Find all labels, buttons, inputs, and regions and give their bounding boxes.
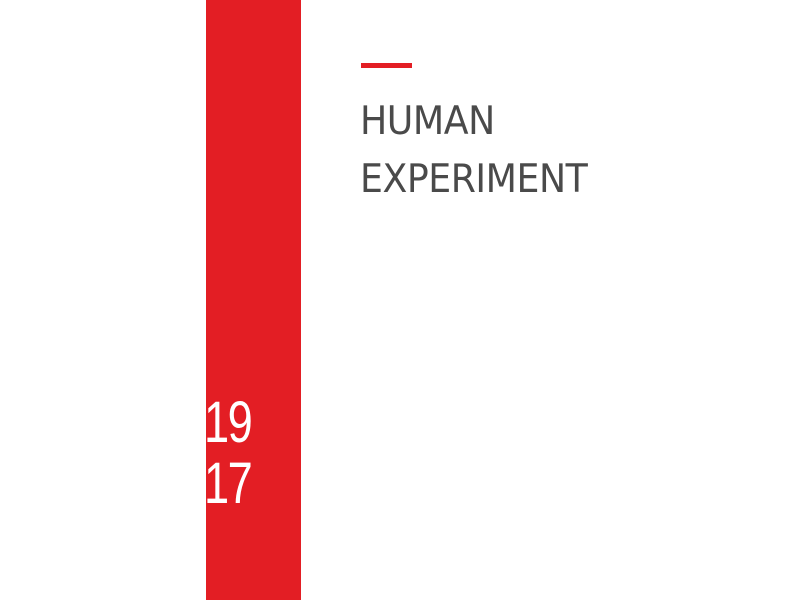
year-second-half: 17	[204, 451, 253, 516]
title-line-2: EXPERIMENT	[360, 157, 588, 202]
year-first-half: 19	[204, 390, 253, 455]
accent-line	[361, 63, 412, 68]
title-line-1: HUMAN	[360, 99, 495, 144]
red-vertical-band	[206, 0, 301, 600]
